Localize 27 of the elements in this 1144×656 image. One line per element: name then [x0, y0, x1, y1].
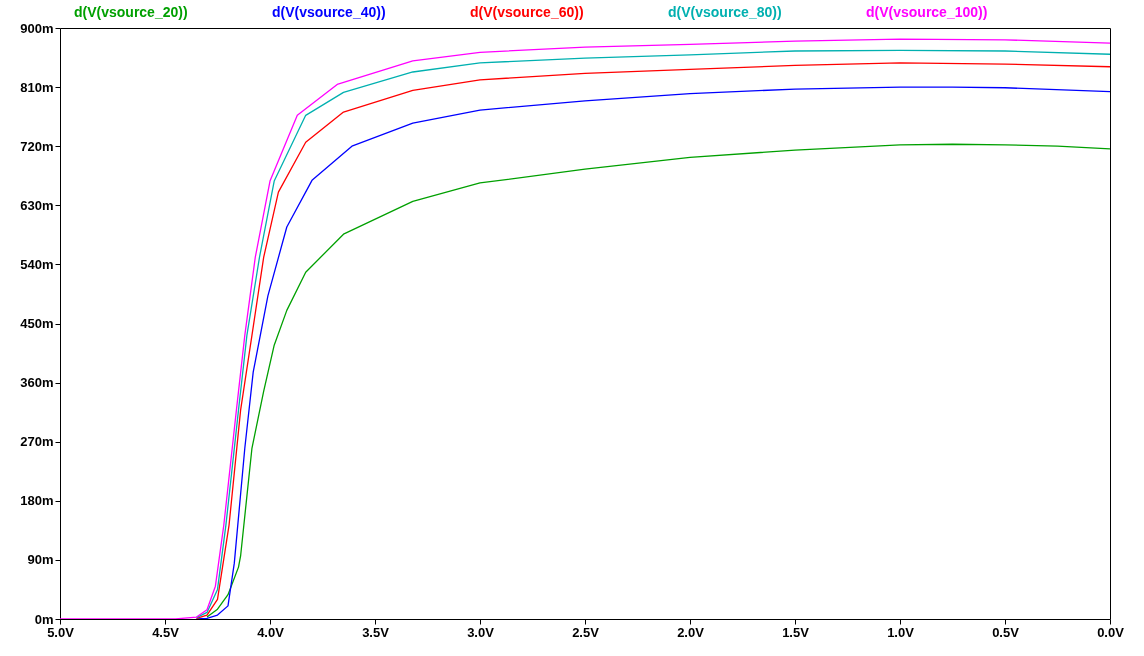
- text: d(V(vsource_20)): [74, 4, 188, 20]
- x-tick-label: 4.5V: [152, 624, 180, 640]
- y-tick-label: 90m: [27, 552, 54, 568]
- y-tick-label: 900m: [20, 20, 54, 36]
- y-tick-label: 720m: [20, 138, 54, 154]
- y-tick-label: 360m: [20, 375, 54, 391]
- y-tick-label: 270m: [20, 434, 54, 450]
- x-tick-label: 0.0V: [1097, 624, 1125, 640]
- y-tick-label: 180m: [20, 493, 54, 509]
- x-tick-label: 5.0V: [47, 624, 75, 640]
- x-tick-label: 2.0V: [677, 624, 705, 640]
- text: d(V(vsource_80)): [668, 4, 782, 20]
- text: d(V(vsource_60)): [470, 4, 584, 20]
- x-tick-label: 1.5V: [782, 624, 810, 640]
- x-tick-label: 1.0V: [887, 624, 915, 640]
- series-label: d(V(vsource_100)): [866, 4, 988, 20]
- x-tick-label: 3.5V: [362, 624, 390, 640]
- text: d(V(vsource_40)): [272, 4, 386, 20]
- y-tick-label: 540m: [20, 256, 54, 272]
- x-tick-label: 4.0V: [257, 624, 285, 640]
- y-tick-label: 450m: [20, 316, 54, 331]
- x-tick-label: 0.5V: [992, 624, 1020, 640]
- x-tick-label: 3.0V: [467, 624, 495, 640]
- y-tick-label: 630m: [20, 197, 54, 213]
- y-tick-label: 0m: [34, 611, 54, 627]
- x-tick-label: 2.5V: [572, 624, 600, 640]
- y-tick-label: 810m: [20, 79, 54, 95]
